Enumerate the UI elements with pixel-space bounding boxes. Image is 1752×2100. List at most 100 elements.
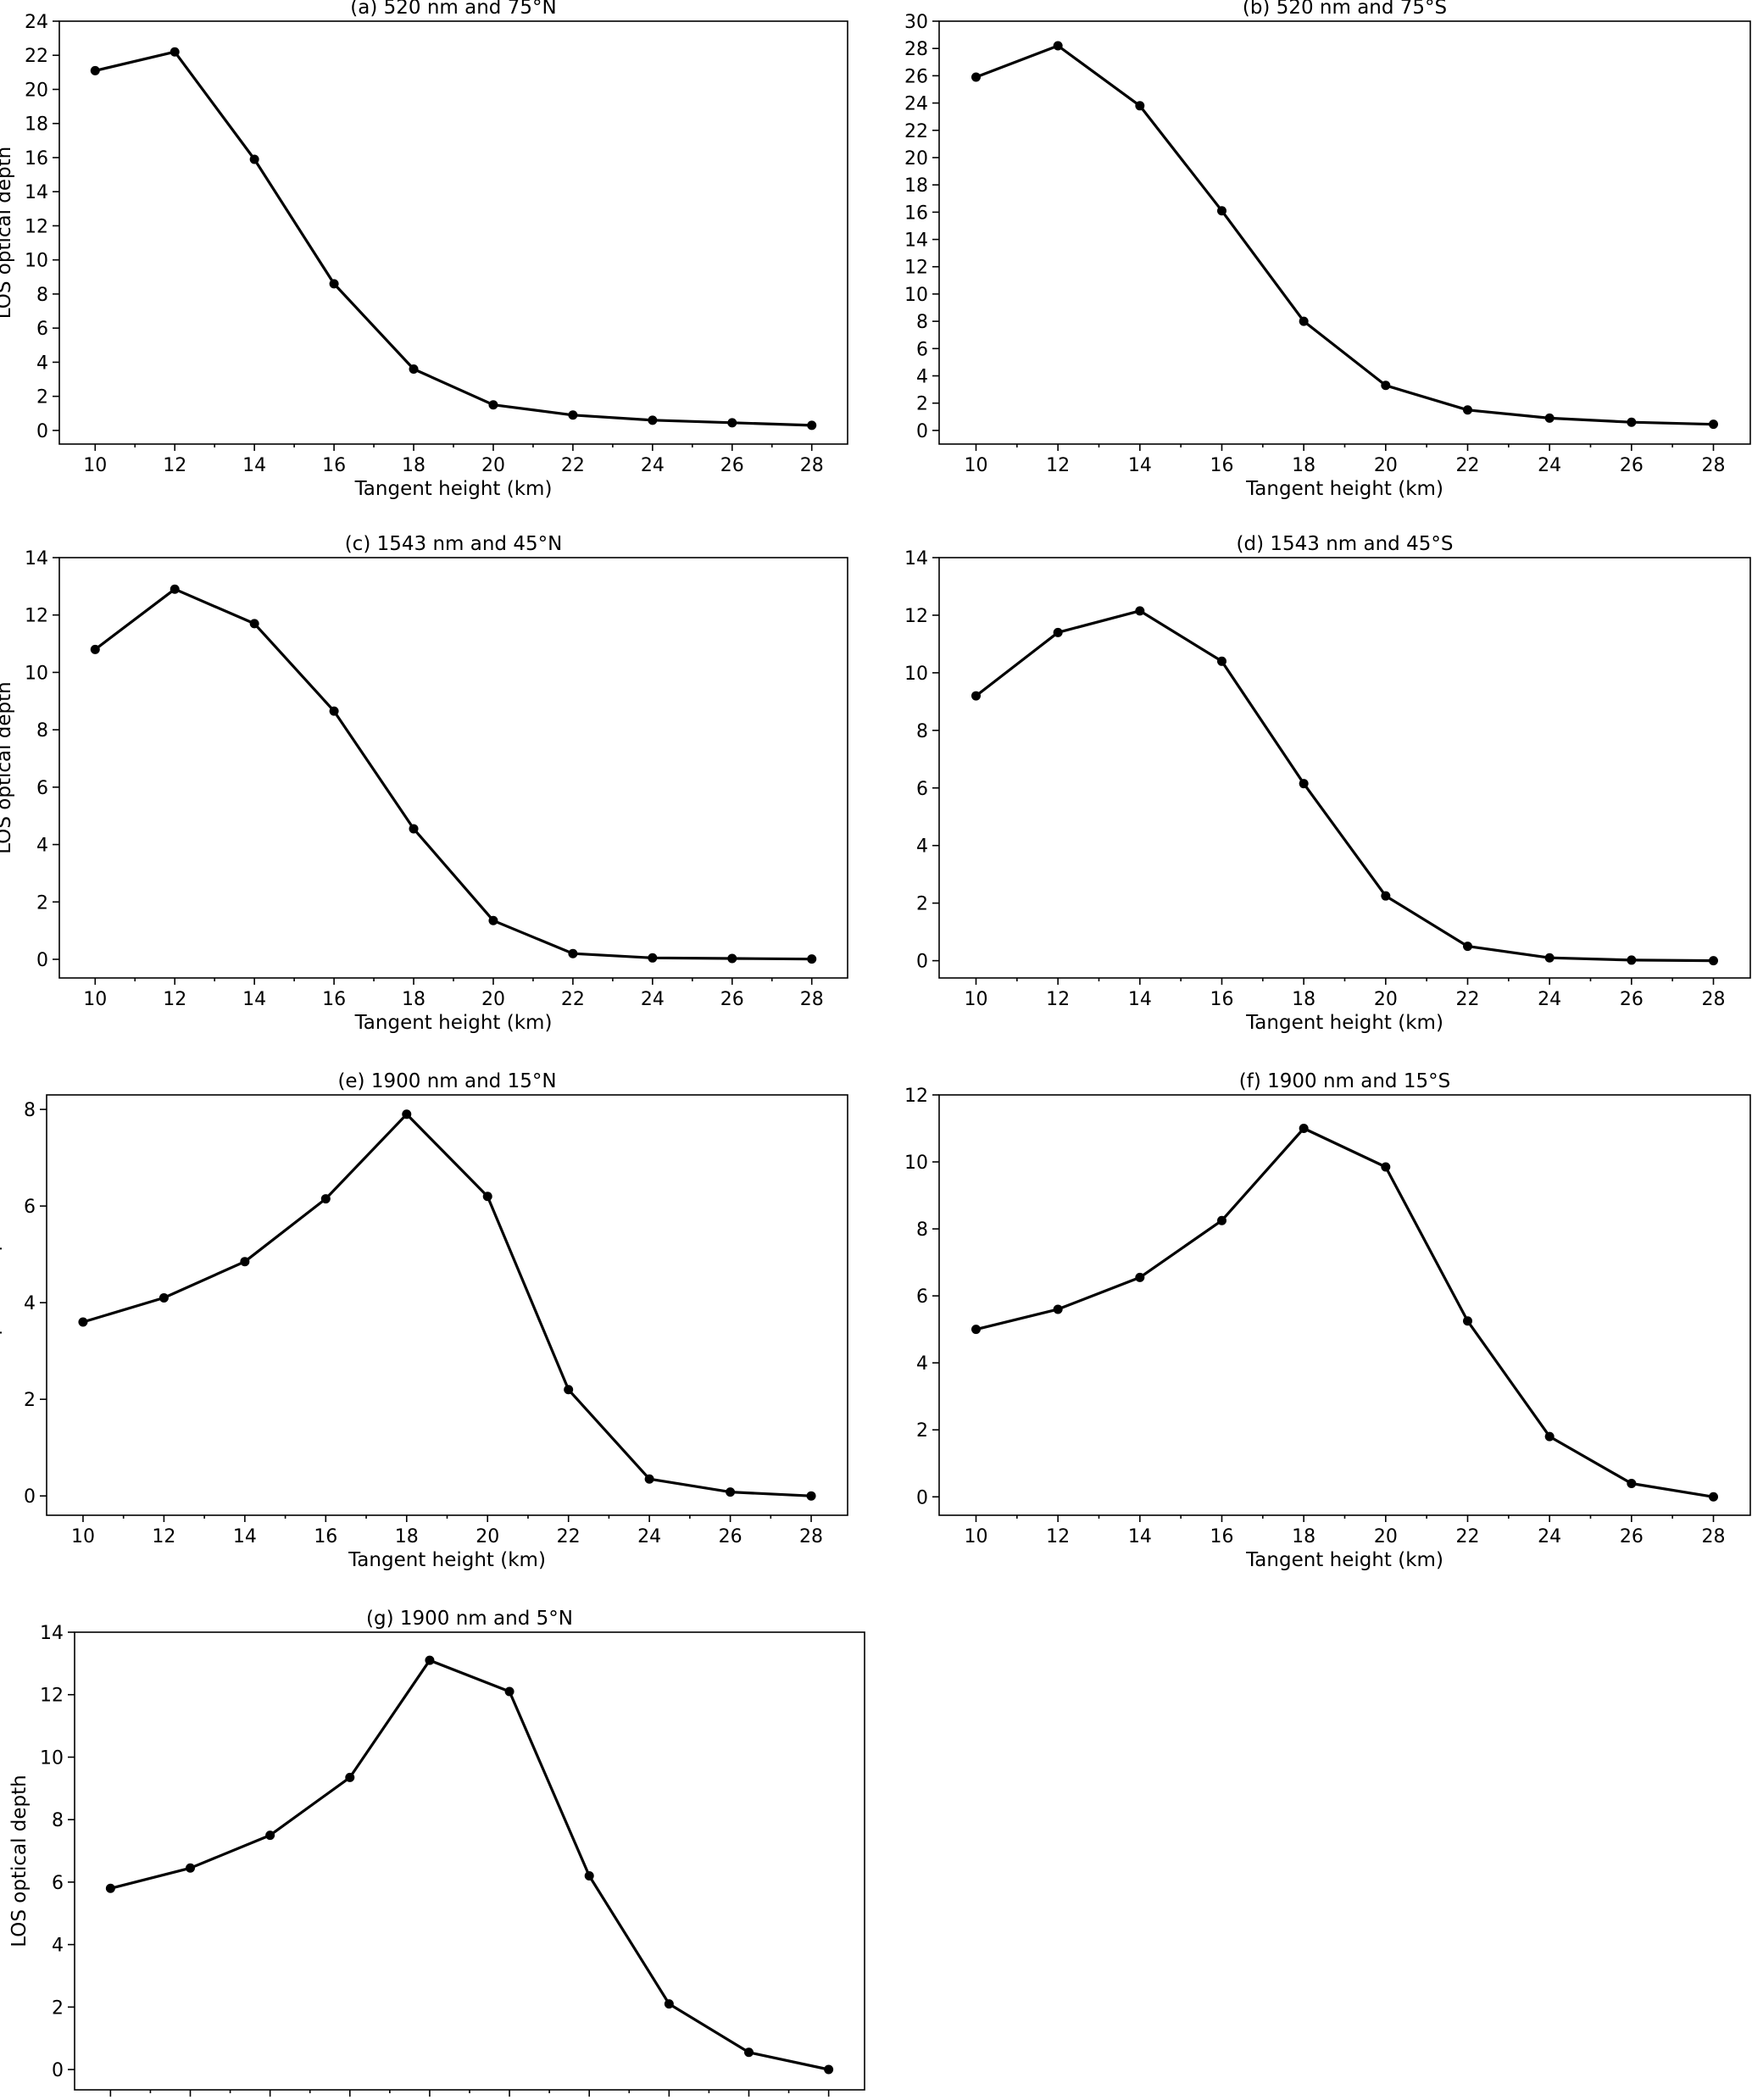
data-point xyxy=(1135,1272,1145,1282)
x-axis-label: Tangent height (km) xyxy=(1245,1549,1443,1571)
x-tick-label: 10 xyxy=(965,455,988,476)
x-tick-label: 26 xyxy=(1620,1526,1644,1547)
data-point xyxy=(1299,779,1309,789)
x-tick-label: 12 xyxy=(1046,989,1070,1010)
y-tick-label: 6 xyxy=(916,779,928,800)
data-point xyxy=(1217,656,1226,666)
y-tick-label: 0 xyxy=(24,1486,36,1508)
x-tick-label: 10 xyxy=(71,1526,95,1547)
data-point xyxy=(1135,101,1145,111)
y-tick-label: 20 xyxy=(904,148,928,169)
series-line xyxy=(110,1658,829,2071)
data-point xyxy=(1544,413,1555,423)
y-tick-label: 6 xyxy=(916,339,928,360)
y-tick-label: 28 xyxy=(904,39,928,60)
data-point xyxy=(1709,1492,1718,1502)
y-tick-label: 8 xyxy=(916,312,928,333)
x-tick-label: 14 xyxy=(1128,1526,1152,1547)
x-tick-label: 16 xyxy=(1210,1526,1234,1547)
x-axis-label: Tangent height (km) xyxy=(1245,1012,1443,1034)
y-tick-label: 24 xyxy=(25,12,48,33)
x-tick-label: 20 xyxy=(476,1526,499,1547)
y-tick-label: 6 xyxy=(24,1197,36,1218)
y-tick-label: 6 xyxy=(36,319,48,340)
data-point xyxy=(425,1655,435,1665)
data-point xyxy=(568,410,578,420)
x-tick-label: 20 xyxy=(481,455,505,476)
x-tick-label: 28 xyxy=(1702,989,1726,1010)
chart-panel-f: (f) 1900 nm and 15°S10 12 14 16 18 20 22 24 26 28… xyxy=(904,1070,1751,1571)
x-tick-label: 26 xyxy=(719,1526,743,1547)
data-point xyxy=(584,1871,594,1881)
y-tick-label: 4 xyxy=(24,1293,36,1314)
x-tick-label: 18 xyxy=(395,1526,419,1547)
data-point xyxy=(727,953,737,964)
y-tick-label: 14 xyxy=(904,231,928,252)
x-axis-label: Tangent height (km) xyxy=(1245,478,1443,500)
x-tick-label: 22 xyxy=(557,1526,581,1547)
data-point xyxy=(824,2064,834,2075)
y-tick-label: 0 xyxy=(916,421,928,442)
y-tick-label: 2 xyxy=(24,1390,36,1411)
x-tick-label: 12 xyxy=(1046,455,1070,476)
data-point xyxy=(249,154,259,164)
y-tick-label: 0 xyxy=(916,1487,928,1508)
x-tick-label: 26 xyxy=(1620,989,1644,1010)
x-tick-label: 10 xyxy=(965,989,988,1010)
chart-panel-g: (g) 1900 nm and 5°N10121416182022242628T… xyxy=(8,1608,865,2097)
x-tick-label: 24 xyxy=(641,989,665,1010)
y-tick-label: 22 xyxy=(904,121,928,142)
x-tick-label: 22 xyxy=(561,455,585,476)
plot-frame xyxy=(938,20,1751,445)
chart-panel-e: (e) 1900 nm and 15°N10 12 14 16 18 20 22 24 26 28… xyxy=(0,1070,848,1571)
y-tick-label: 12 xyxy=(40,1686,64,1707)
y-tick-label: 4 xyxy=(916,367,928,388)
x-tick-label: 22 xyxy=(1456,1526,1480,1547)
x-tick-label: 12 xyxy=(1046,1526,1070,1547)
data-point xyxy=(170,47,180,57)
x-tick-label: 22 xyxy=(561,989,585,1010)
data-point xyxy=(265,1831,275,1841)
x-tick-label: 16 xyxy=(322,455,346,476)
data-point xyxy=(249,619,259,629)
x-tick-label: 22 xyxy=(1456,455,1480,476)
plot-frame xyxy=(74,1631,865,2091)
x-tick-label: 20 xyxy=(1374,1526,1398,1547)
y-tick-label: 4 xyxy=(916,1353,928,1375)
y-tick-label: 4 xyxy=(36,353,48,374)
x-tick-label: 28 xyxy=(800,989,824,1010)
x-tick-label: 28 xyxy=(800,455,824,476)
data-point xyxy=(807,954,817,964)
x-tick-label: 20 xyxy=(481,989,505,1010)
y-tick-label: 14 xyxy=(904,548,928,569)
y-tick-label: 12 xyxy=(904,1086,928,1107)
y-tick-label: 14 xyxy=(25,182,48,203)
series-line xyxy=(975,609,1714,963)
data-point xyxy=(1053,41,1063,51)
data-point xyxy=(402,1109,412,1119)
data-point xyxy=(1709,419,1718,430)
x-tick-label: 18 xyxy=(402,989,425,1010)
y-tick-label: 2 xyxy=(52,1997,64,2019)
series-line xyxy=(975,44,1714,426)
x-tick-label: 18 xyxy=(1292,455,1315,476)
data-point xyxy=(743,2047,754,2058)
chart-title: (a) 520 nm and 75°N xyxy=(350,0,556,19)
x-tick-label: 14 xyxy=(242,455,266,476)
data-point xyxy=(329,279,339,289)
y-tick-label: 20 xyxy=(25,80,48,101)
y-tick-label: 18 xyxy=(904,175,928,197)
series-line xyxy=(94,587,812,961)
chart-title: (b) 520 nm and 75°S xyxy=(1243,0,1447,19)
chart-title: (c) 1543 nm and 45°N xyxy=(345,533,563,555)
data-point xyxy=(1381,1162,1391,1172)
x-tick-label: 10 xyxy=(83,989,107,1010)
data-point xyxy=(78,1317,88,1327)
y-tick-label: 10 xyxy=(25,251,48,272)
series-line xyxy=(976,1126,1714,1498)
y-axis-label: LOS optical depth xyxy=(8,1775,31,1947)
data-point xyxy=(644,1474,654,1484)
x-axis-label: Tangent height (km) xyxy=(348,1549,546,1571)
y-tick-label: 4 xyxy=(36,836,48,857)
x-tick-label: 26 xyxy=(1620,455,1644,476)
